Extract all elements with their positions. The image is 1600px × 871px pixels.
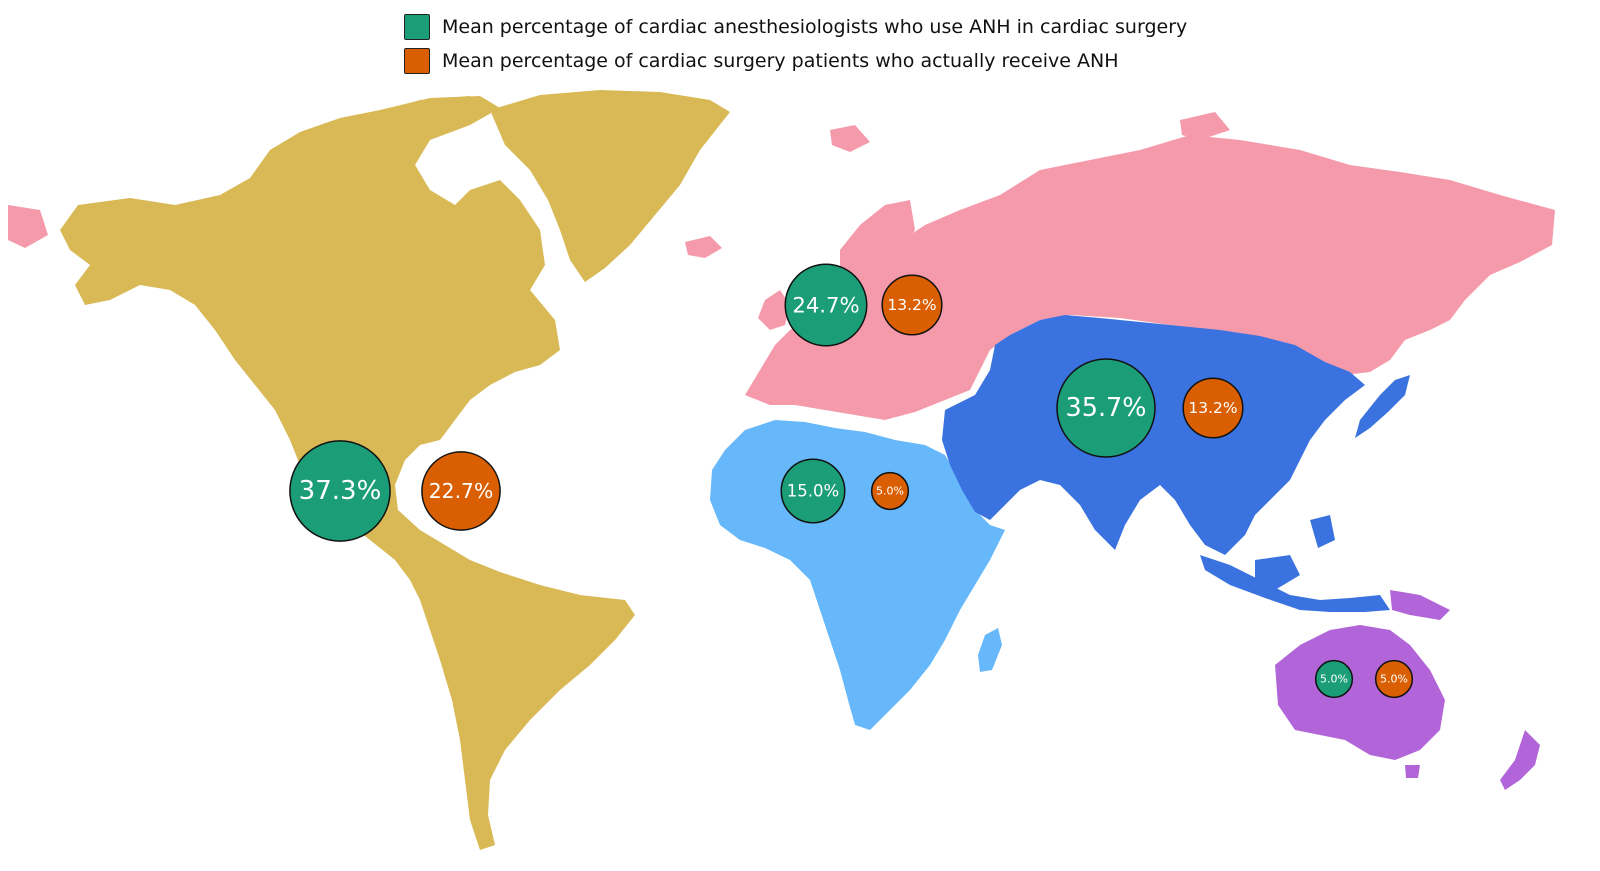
region-greenland	[490, 90, 730, 282]
bubble-label-asia-patients: 13.2%	[1188, 399, 1237, 417]
bubble-label-europe_russia-patients: 13.2%	[887, 296, 936, 314]
region-iceland	[685, 236, 722, 258]
bubble-africa-surgeons	[780, 458, 846, 524]
region-arctic-islands	[300, 96, 475, 275]
bubble-label-africa-surgeons: 15.0%	[787, 482, 839, 501]
bubble-americas-surgeons	[289, 440, 391, 542]
bubble-label-americas-patients: 22.7%	[429, 479, 493, 503]
bubble-label-asia-surgeons: 35.7%	[1066, 393, 1147, 423]
region-indonesia	[1200, 515, 1390, 612]
bubble-label-oceania-patients: 5.0%	[1380, 673, 1408, 686]
region-new-guinea	[1390, 590, 1450, 620]
bubble-oceania-patients	[1374, 659, 1414, 699]
bubble-layer: 37.3% 22.7% 24.7% 13.2% 35.7% 13.2% 15.0% 5.0% 5…	[289, 263, 1414, 699]
bubble-asia-surgeons	[1056, 358, 1156, 458]
landmasses	[8, 90, 1555, 850]
bubble-label-americas-surgeons: 37.3%	[299, 476, 382, 506]
region-scandinavia	[840, 200, 915, 295]
region-tasmania	[1405, 765, 1420, 778]
legend-label-patients: Mean percentage of cardiac surgery patie…	[442, 50, 1119, 72]
bubble-oceania-surgeons	[1314, 659, 1354, 699]
legend-entry-patients: Mean percentage of cardiac surgery patie…	[404, 44, 1187, 78]
bubble-europe_russia-patients	[881, 274, 943, 336]
region-madagascar	[978, 628, 1002, 672]
legend-entry-surgeons: Mean percentage of cardiac anesthesiolog…	[404, 10, 1187, 44]
bubble-africa-patients	[870, 471, 910, 511]
bubble-asia-patients	[1182, 377, 1244, 439]
legend-swatch-patients	[404, 48, 430, 74]
bubble-label-europe_russia-surgeons: 24.7%	[792, 293, 859, 318]
legend-label-surgeons: Mean percentage of cardiac anesthesiolog…	[442, 16, 1188, 38]
region-europe-russia	[745, 135, 1555, 420]
legend: Mean percentage of cardiac anesthesiolog…	[404, 10, 1187, 78]
region-oceania	[1275, 625, 1445, 760]
bubble-europe_russia-surgeons	[784, 263, 868, 347]
legend-swatch-surgeons	[404, 14, 430, 40]
bubble-label-africa-patients: 5.0%	[876, 485, 904, 498]
region-japan	[1355, 375, 1410, 438]
bubble-americas-patients	[421, 451, 501, 531]
region-new-zealand	[1500, 730, 1540, 790]
region-uk	[758, 290, 790, 330]
bubble-label-oceania-surgeons: 5.0%	[1320, 673, 1348, 686]
region-asia	[942, 315, 1365, 555]
